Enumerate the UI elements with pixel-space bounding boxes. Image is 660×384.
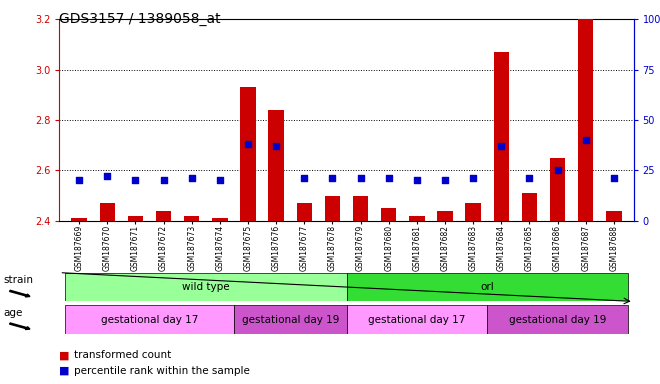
Bar xyxy=(438,211,453,221)
Bar xyxy=(269,110,284,221)
Bar xyxy=(65,305,234,334)
Bar xyxy=(100,203,115,221)
Point xyxy=(243,141,253,147)
Point xyxy=(552,167,563,174)
Point xyxy=(158,177,169,184)
Bar xyxy=(409,216,424,221)
Point xyxy=(468,175,478,182)
Text: gestational day 17: gestational day 17 xyxy=(368,314,465,325)
Bar xyxy=(578,19,593,221)
Point xyxy=(496,143,507,149)
Text: orl: orl xyxy=(480,282,494,292)
Bar xyxy=(212,218,228,221)
Text: ■: ■ xyxy=(59,366,70,376)
Text: age: age xyxy=(3,308,22,318)
Bar xyxy=(606,211,622,221)
Point xyxy=(355,175,366,182)
Point xyxy=(214,177,225,184)
Point xyxy=(440,177,450,184)
Point xyxy=(524,175,535,182)
Point xyxy=(271,143,281,149)
Point xyxy=(609,175,619,182)
Text: GDS3157 / 1389058_at: GDS3157 / 1389058_at xyxy=(59,12,221,25)
Point xyxy=(74,177,84,184)
Text: strain: strain xyxy=(3,275,33,285)
Bar xyxy=(156,211,172,221)
Point xyxy=(102,173,113,179)
Text: ■: ■ xyxy=(59,350,70,360)
Point xyxy=(383,175,394,182)
Bar xyxy=(65,273,346,301)
Point xyxy=(327,175,338,182)
Bar xyxy=(494,52,509,221)
Text: transformed count: transformed count xyxy=(74,350,171,360)
Point xyxy=(299,175,310,182)
Bar xyxy=(234,305,346,334)
Point xyxy=(581,137,591,143)
Bar xyxy=(240,87,255,221)
Text: gestational day 19: gestational day 19 xyxy=(242,314,339,325)
Bar xyxy=(381,208,397,221)
Bar xyxy=(487,305,628,334)
Text: gestational day 19: gestational day 19 xyxy=(509,314,607,325)
Bar xyxy=(296,203,312,221)
Point xyxy=(130,177,141,184)
Text: wild type: wild type xyxy=(182,282,230,292)
Text: percentile rank within the sample: percentile rank within the sample xyxy=(74,366,249,376)
Text: gestational day 17: gestational day 17 xyxy=(101,314,198,325)
Bar xyxy=(465,203,481,221)
Bar xyxy=(346,305,487,334)
Bar xyxy=(325,195,340,221)
Bar xyxy=(346,273,628,301)
Bar xyxy=(353,195,368,221)
Bar xyxy=(550,158,566,221)
Point xyxy=(412,177,422,184)
Bar xyxy=(184,216,199,221)
Bar xyxy=(127,216,143,221)
Point xyxy=(186,175,197,182)
Bar xyxy=(71,218,87,221)
Bar xyxy=(521,193,537,221)
